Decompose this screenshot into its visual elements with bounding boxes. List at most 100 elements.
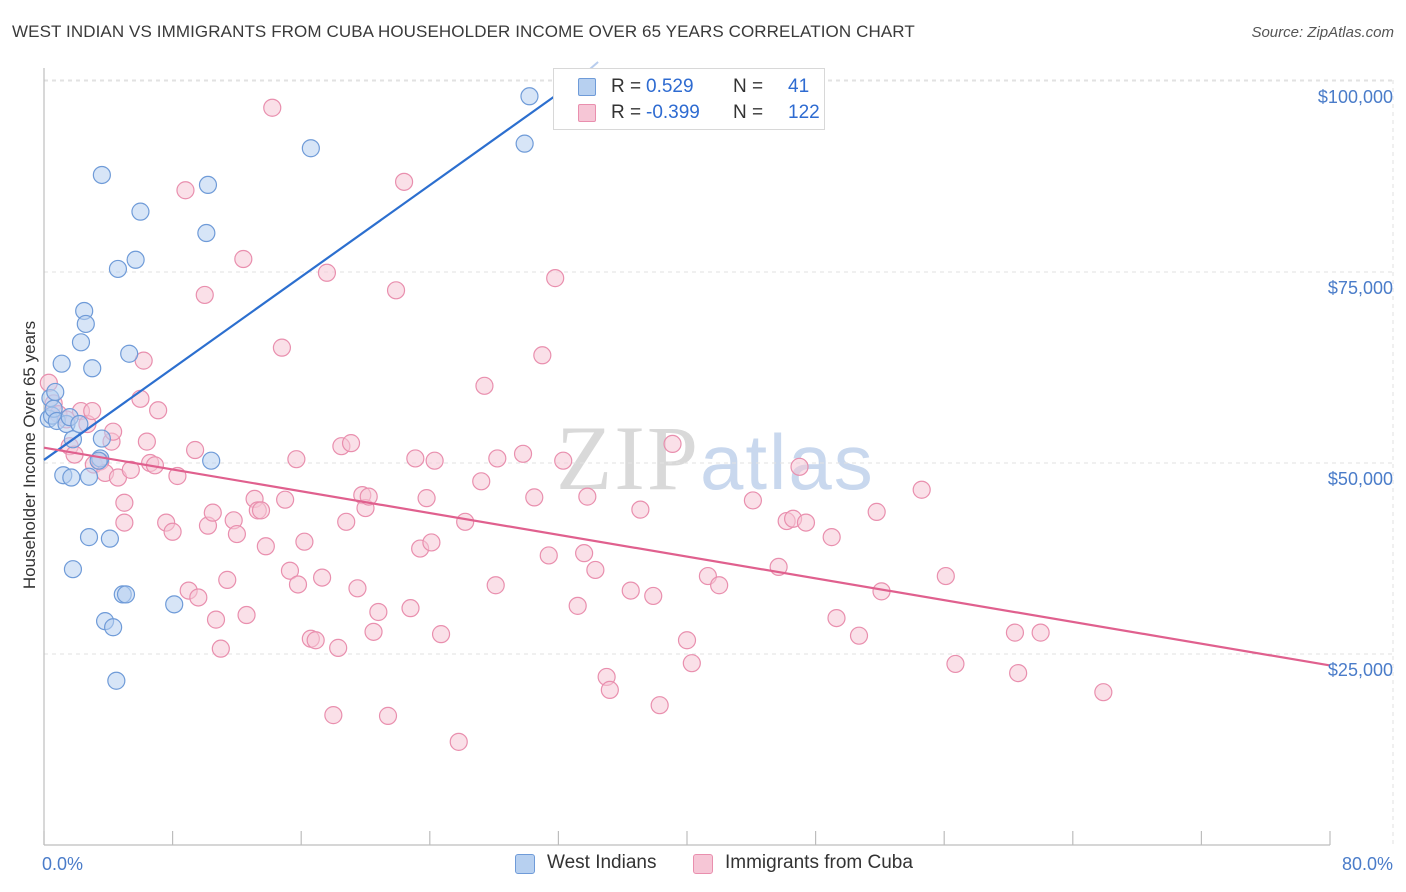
point-cuba xyxy=(575,544,594,563)
point-cuba xyxy=(946,654,965,674)
point-west-indians xyxy=(104,618,123,637)
point-cuba xyxy=(272,338,292,357)
y-tick-label: $75,000 xyxy=(1328,278,1393,298)
point-cuba xyxy=(472,472,491,491)
point-cuba xyxy=(263,98,282,117)
n-label: N = xyxy=(733,76,764,97)
point-cuba xyxy=(287,450,306,469)
point-cuba xyxy=(867,502,886,521)
point-cuba xyxy=(218,570,237,589)
point-cuba xyxy=(796,513,816,532)
point-cuba xyxy=(163,522,182,541)
point-cuba xyxy=(644,586,663,606)
point-cuba xyxy=(488,449,507,468)
point-cuba xyxy=(329,638,348,657)
y-tick-label: $50,000 xyxy=(1328,469,1393,489)
point-cuba xyxy=(546,269,565,288)
point-cuba xyxy=(312,568,332,587)
point-cuba xyxy=(525,488,544,507)
point-west-indians xyxy=(63,560,83,579)
point-cuba xyxy=(256,537,275,556)
point-cuba xyxy=(533,346,552,365)
point-cuba xyxy=(176,181,195,200)
legend-swatch-pink xyxy=(693,854,713,874)
point-cuba xyxy=(295,532,314,551)
point-cuba xyxy=(912,480,931,499)
point-cuba xyxy=(677,631,697,650)
point-cuba xyxy=(790,457,809,476)
series-legend: West Indians Immigrants from Cuba xyxy=(0,852,1406,878)
point-west-indians xyxy=(131,202,150,221)
point-cuba xyxy=(227,524,246,544)
legend-label: Immigrants from Cuba xyxy=(725,852,913,873)
point-west-indians xyxy=(83,359,102,378)
point-west-indians xyxy=(107,671,126,690)
point-cuba xyxy=(386,281,406,300)
point-west-indians xyxy=(79,528,99,547)
point-cuba xyxy=(394,172,414,191)
point-west-indians xyxy=(92,429,111,448)
point-west-indians xyxy=(46,382,65,402)
point-cuba xyxy=(134,351,153,370)
point-cuba xyxy=(431,625,451,644)
point-cuba xyxy=(417,489,436,508)
point-west-indians xyxy=(126,250,145,269)
point-cuba xyxy=(115,493,134,512)
point-cuba xyxy=(317,263,337,282)
r-label: R = xyxy=(611,76,642,97)
point-cuba xyxy=(211,639,230,658)
point-cuba xyxy=(115,513,134,532)
trend-lines xyxy=(43,61,1331,667)
point-cuba xyxy=(1005,623,1025,642)
grid-lines xyxy=(44,79,1394,845)
point-cuba xyxy=(280,561,300,580)
point-cuba xyxy=(186,440,205,460)
point-west-indians xyxy=(120,344,139,363)
point-cuba xyxy=(631,500,650,519)
point-cuba xyxy=(568,596,587,615)
point-cuba xyxy=(203,503,222,522)
point-cuba xyxy=(1031,623,1050,642)
point-cuba xyxy=(1094,683,1113,702)
point-west-indians xyxy=(100,529,120,548)
point-west-indians xyxy=(198,175,218,195)
point-west-indians xyxy=(92,165,111,185)
correlation-legend: R = 0.529 N = 41 R = -0.399 N = 122 xyxy=(553,68,825,130)
r-value: -0.399 xyxy=(646,102,700,123)
point-cuba xyxy=(849,626,869,645)
point-cuba xyxy=(234,249,253,269)
axis-labels: $25,000 $50,000 $75,000 $100,000 0.0% 80.0% Ho… xyxy=(20,87,1393,874)
point-cuba xyxy=(827,608,846,628)
y-tick-label: $25,000 xyxy=(1328,660,1393,680)
point-cuba xyxy=(149,401,168,420)
point-cuba xyxy=(369,602,388,622)
point-cuba xyxy=(137,432,156,451)
point-cuba xyxy=(743,491,763,510)
point-cuba xyxy=(539,546,558,565)
point-west-indians xyxy=(202,451,221,470)
chart-title: WEST INDIAN VS IMMIGRANTS FROM CUBA HOUS… xyxy=(12,22,915,41)
legend-swatch-pink xyxy=(578,104,596,122)
point-cuba xyxy=(251,501,271,520)
point-cuba xyxy=(554,451,573,470)
point-cuba xyxy=(663,434,682,453)
point-west-indians xyxy=(89,451,108,470)
point-cuba xyxy=(306,631,325,650)
point-cuba xyxy=(650,696,669,715)
point-cuba xyxy=(513,444,533,463)
point-cuba xyxy=(710,576,729,595)
point-west-indians xyxy=(62,468,81,487)
point-cuba xyxy=(348,579,367,598)
r-label: R = xyxy=(611,102,642,123)
point-west-indians xyxy=(116,585,136,604)
watermark-atlas: atlas xyxy=(700,418,875,506)
point-cuba xyxy=(578,487,597,506)
legend-swatch-blue xyxy=(578,78,596,96)
x-tick-label-min: 0.0% xyxy=(42,854,83,874)
point-west-indians xyxy=(515,134,534,153)
point-cuba xyxy=(195,285,214,305)
point-cuba xyxy=(324,706,343,725)
point-west-indians xyxy=(520,87,539,106)
point-west-indians xyxy=(165,595,184,614)
